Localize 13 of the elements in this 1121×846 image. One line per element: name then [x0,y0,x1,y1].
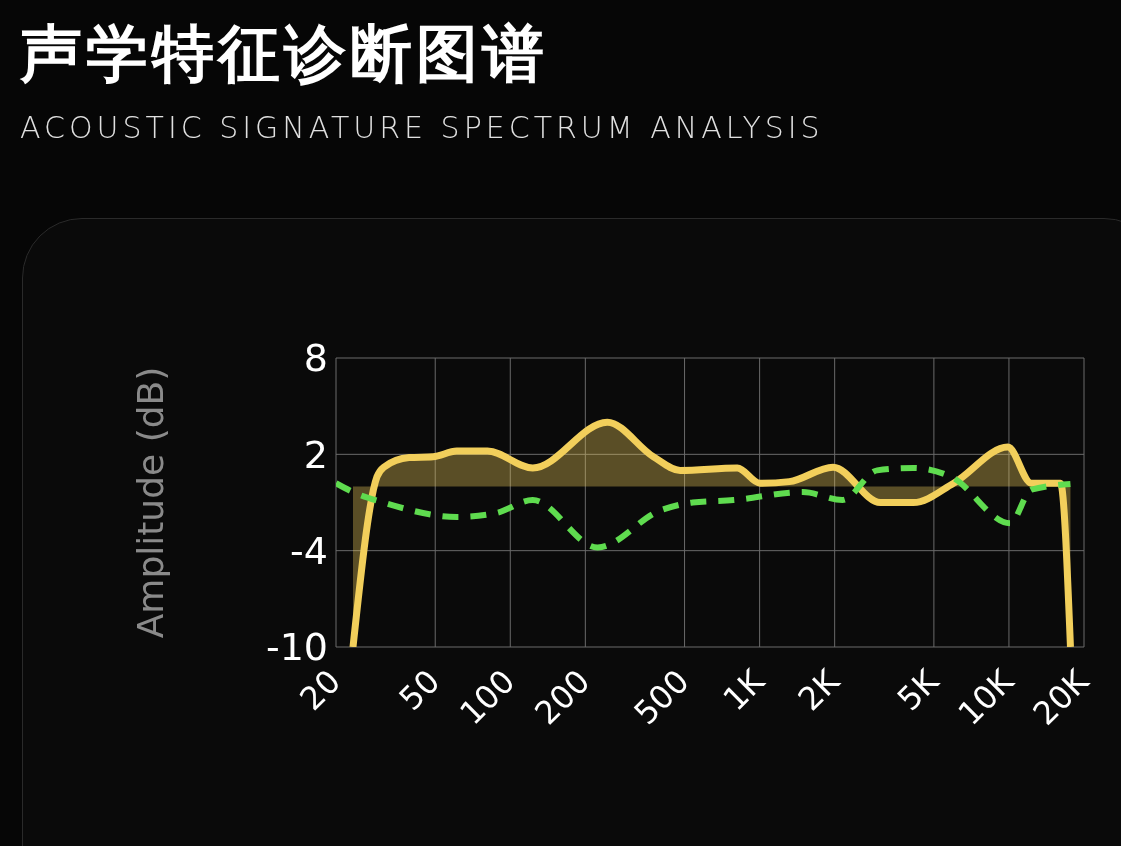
y-tick-label: 2 [303,432,328,477]
x-tick-label: 50 [391,662,448,718]
x-tick-label: 2K [790,661,848,719]
x-tick-label: 200 [527,662,598,733]
chart-subtitle: ACOUSTIC SIGNATURE SPECTRUM ANALYSIS [20,110,824,145]
y-tick-label: 8 [303,336,328,381]
chart-title: 声学特征诊断图谱 [20,16,548,92]
y-axis-title: Amplitude (dB) [129,366,171,639]
y-tick-label: -4 [290,529,328,574]
x-tick-label: 1K [715,661,773,719]
x-tick-label: 100 [452,662,523,733]
x-tick-label: 500 [626,662,697,733]
x-tick-label: 5K [889,661,947,719]
